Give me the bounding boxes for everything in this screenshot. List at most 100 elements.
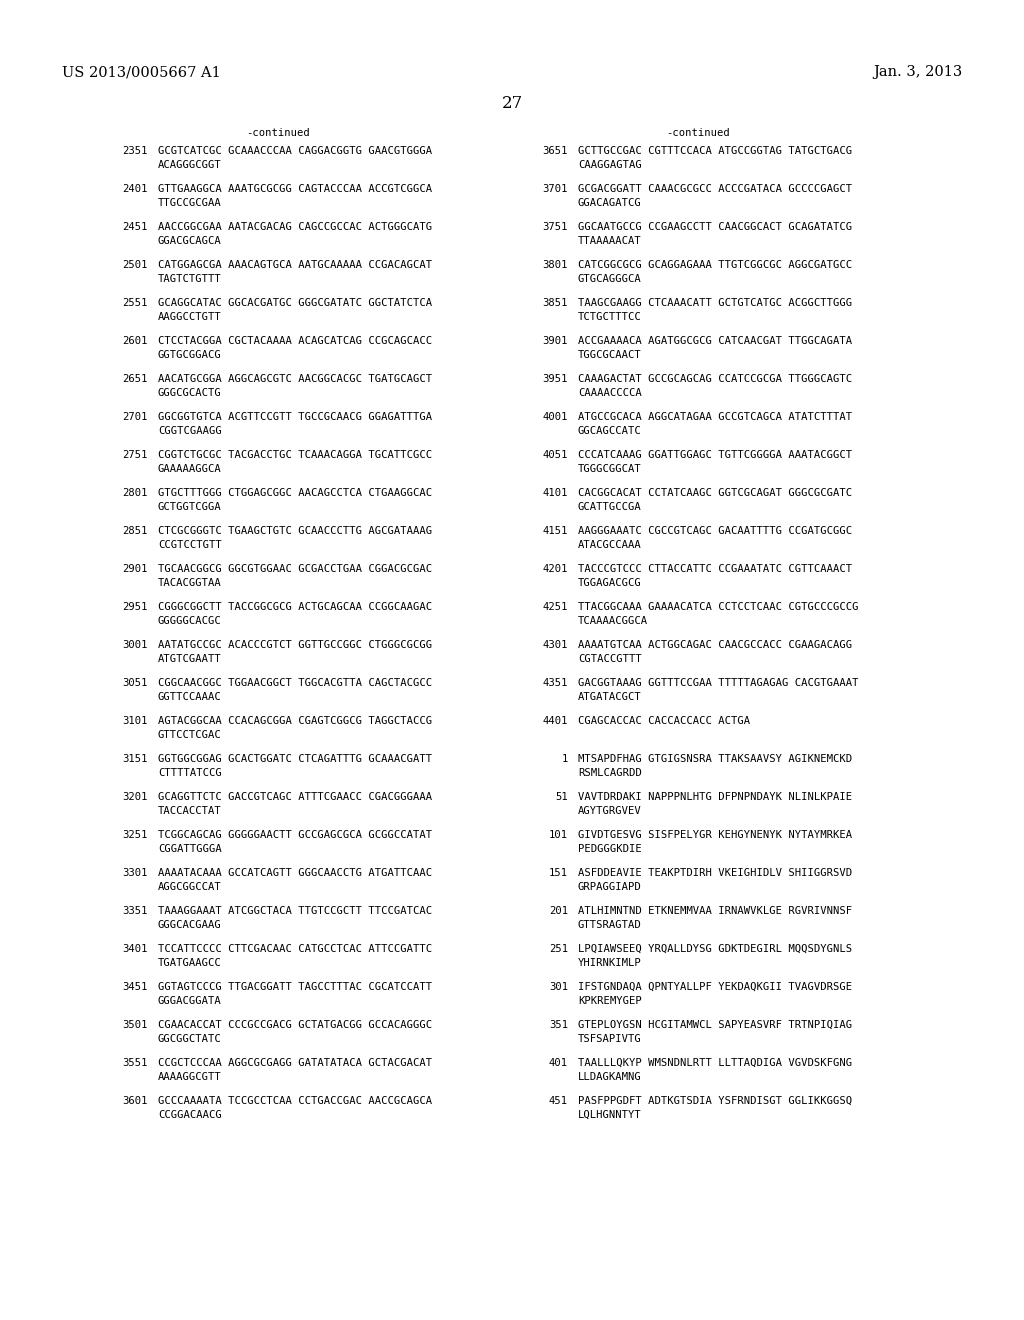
Text: GACGGTAAAG GGTTTCCGAA TTTTTAGAGAG CACGTGAAAT: GACGGTAAAG GGTTTCCGAA TTTTTAGAGAG CACGTG… (578, 678, 858, 688)
Text: 3151: 3151 (123, 754, 148, 764)
Text: TACCCGTCCC CTTACCATTC CCGAAATATC CGTTCAAACT: TACCCGTCCC CTTACCATTC CCGAAATATC CGTTCAA… (578, 564, 852, 574)
Text: AGGCGGCCAT: AGGCGGCCAT (158, 882, 222, 891)
Text: PASFPPGDFT ADTKGTSDIA YSFRNDISGТ GGLIKKGGSQ: PASFPPGDFT ADTKGTSDIA YSFRNDISGТ GGLIKKG… (578, 1096, 852, 1106)
Text: CAAAGACTAT GCCGCAGCAG CCATCCGCGA TTGGGCAGTC: CAAAGACTAT GCCGCAGCAG CCATCCGCGA TTGGGCA… (578, 374, 852, 384)
Text: GCGTCATCGC GCAAACCCAA CAGGACGGTG GAACGTGGGA: GCGTCATCGC GCAAACCCAA CAGGACGGTG GAACGTG… (158, 147, 432, 156)
Text: CGTACCGTTT: CGTACCGTTT (578, 653, 642, 664)
Text: AAAAGGCGTT: AAAAGGCGTT (158, 1072, 222, 1081)
Text: VAVTDRDAKI NAPPPNLHTG DFPNPNDAYK NLINLKPAIE: VAVTDRDAKI NAPPPNLHTG DFPNPNDAYK NLINLKP… (578, 792, 852, 803)
Text: ACAGGGCGGT: ACAGGGCGGT (158, 160, 222, 169)
Text: GTTSRAGTAD: GTTSRAGTAD (578, 920, 642, 929)
Text: 4001: 4001 (543, 412, 568, 422)
Text: ASFDDEAVIE TEAKPTDIRH VKEIGHIDLV SHIIGGRSVD: ASFDDEAVIE TEAKPTDIRH VKEIGHIDLV SHIIGGR… (578, 869, 852, 878)
Text: AATATGCCGC ACACCCGTCT GGTTGCCGGC CTGGGCGCGG: AATATGCCGC ACACCCGTCT GGTTGCCGGC CTGGGCG… (158, 640, 432, 649)
Text: 3351: 3351 (123, 906, 148, 916)
Text: CCGTCCTGTT: CCGTCCTGTT (158, 540, 222, 549)
Text: ATGATACGCT: ATGATACGCT (578, 692, 642, 701)
Text: 2701: 2701 (123, 412, 148, 422)
Text: 51: 51 (555, 792, 568, 803)
Text: 3551: 3551 (123, 1059, 148, 1068)
Text: GTTGAAGGCA AAATGCGCGG CAGTACCCAA ACCGTCGGCA: GTTGAAGGCA AAATGCGCGG CAGTACCCAA ACCGTCG… (158, 183, 432, 194)
Text: 3801: 3801 (543, 260, 568, 271)
Text: TAAAGGAAAT ATCGGCTACA TTGTCCGCTT TTCCGATCAC: TAAAGGAAAT ATCGGCTACA TTGTCCGCTT TTCCGAT… (158, 906, 432, 916)
Text: PEDGGGKDIE: PEDGGGKDIE (578, 843, 642, 854)
Text: 3701: 3701 (543, 183, 568, 194)
Text: 4101: 4101 (543, 488, 568, 498)
Text: 3401: 3401 (123, 944, 148, 954)
Text: 4251: 4251 (543, 602, 568, 612)
Text: 3301: 3301 (123, 869, 148, 878)
Text: CATCGGCGCG GCAGGAGAAA TTGTCGGCGC AGGCGATGCC: CATCGGCGCG GCAGGAGAAA TTGTCGGCGC AGGCGAT… (578, 260, 852, 271)
Text: Jan. 3, 2013: Jan. 3, 2013 (872, 65, 962, 79)
Text: AAGGCCTGTT: AAGGCCTGTT (158, 312, 222, 322)
Text: CTTTTATCCG: CTTTTATCCG (158, 767, 222, 777)
Text: GGTGGCGGAG GCACTGGATC CTCAGATTTG GCAAACGATT: GGTGGCGGAG GCACTGGATC CTCAGATTTG GCAAACG… (158, 754, 432, 764)
Text: GTEPLOYGSN HCGITAMWCL SAPYEASVRF TRTNPIQIAG: GTEPLOYGSN HCGITAMWCL SAPYEASVRF TRTNPIQ… (578, 1020, 852, 1030)
Text: CGGTCTGCGC TACGACCTGC TCAAACAGGA TGCATTCGCC: CGGTCTGCGC TACGACCTGC TCAAACAGGA TGCATTC… (158, 450, 432, 459)
Text: TSFSAPIVTG: TSFSAPIVTG (578, 1034, 642, 1044)
Text: GTGCAGGGCA: GTGCAGGGCA (578, 273, 642, 284)
Text: 3751: 3751 (543, 222, 568, 232)
Text: 2351: 2351 (123, 147, 148, 156)
Text: CAAGGAGTAG: CAAGGAGTAG (578, 160, 642, 169)
Text: GRPAGGIAPD: GRPAGGIAPD (578, 882, 642, 891)
Text: CGAGCACCAC CACCACCACC ACTGA: CGAGCACCAC CACCACCACC ACTGA (578, 715, 751, 726)
Text: 3451: 3451 (123, 982, 148, 993)
Text: TAALLLQKYP WMSNDNLRTT LLTTAQDIGA VGVDSKFGNG: TAALLLQKYP WMSNDNLRTT LLTTAQDIGA VGVDSKF… (578, 1059, 852, 1068)
Text: GGTGCGGACG: GGTGCGGACG (158, 350, 222, 359)
Text: 4201: 4201 (543, 564, 568, 574)
Text: 2851: 2851 (123, 525, 148, 536)
Text: TCTGCTTTCC: TCTGCTTTCC (578, 312, 642, 322)
Text: 4401: 4401 (543, 715, 568, 726)
Text: GGCAGCCATC: GGCAGCCATC (578, 425, 642, 436)
Text: LLDAGKAMNG: LLDAGKAMNG (578, 1072, 642, 1081)
Text: 3651: 3651 (543, 147, 568, 156)
Text: -continued: -continued (667, 128, 730, 139)
Text: MTSAPDFHAG GTGIGSNSRA TTAKSAAVSY AGIKNEMCKD: MTSAPDFHAG GTGIGSNSRA TTAKSAAVSY AGIKNEM… (578, 754, 852, 764)
Text: 451: 451 (549, 1096, 568, 1106)
Text: AACCGGCGAA AATACGACAG CAGCCGCCAC ACTGGGCATG: AACCGGCGAA AATACGACAG CAGCCGCCAC ACTGGGC… (158, 222, 432, 232)
Text: 3501: 3501 (123, 1020, 148, 1030)
Text: 2901: 2901 (123, 564, 148, 574)
Text: TTGCCGCGAA: TTGCCGCGAA (158, 198, 222, 207)
Text: TGGCGCAACT: TGGCGCAACT (578, 350, 642, 359)
Text: 3101: 3101 (123, 715, 148, 726)
Text: CTCCTACGGA CGCTACAAAA ACAGCATCAG CCGCAGCACC: CTCCTACGGA CGCTACAAAA ACAGCATCAG CCGCAGC… (158, 337, 432, 346)
Text: 2451: 2451 (123, 222, 148, 232)
Text: CGAACACCAT CCCGCCGACG GCTATGACGG GCCACAGGGC: CGAACACCAT CCCGCCGACG GCTATGACGG GCCACAG… (158, 1020, 432, 1030)
Text: 101: 101 (549, 830, 568, 840)
Text: RSMLCAGRDD: RSMLCAGRDD (578, 767, 642, 777)
Text: 2951: 2951 (123, 602, 148, 612)
Text: AGYTGRGVEV: AGYTGRGVEV (578, 805, 642, 816)
Text: ATACGCCAAA: ATACGCCAAA (578, 540, 642, 549)
Text: GCTGGTCGGA: GCTGGTCGGA (158, 502, 222, 511)
Text: CATGGAGCGA AAACAGTGCA AATGCAAAAA CCGACAGCAT: CATGGAGCGA AAACAGTGCA AATGCAAAAA CCGACAG… (158, 260, 432, 271)
Text: 4151: 4151 (543, 525, 568, 536)
Text: TCAAAACGGCA: TCAAAACGGCA (578, 615, 648, 626)
Text: IFSTGNDAQA QPNTYALLPF YEKDAQKGII TVAGVDRSGE: IFSTGNDAQA QPNTYALLPF YEKDAQKGII TVAGVDR… (578, 982, 852, 993)
Text: 151: 151 (549, 869, 568, 878)
Text: TGGAGACGCG: TGGAGACGCG (578, 578, 642, 587)
Text: 201: 201 (549, 906, 568, 916)
Text: 351: 351 (549, 1020, 568, 1030)
Text: GGGACGGATA: GGGACGGATA (158, 995, 222, 1006)
Text: 301: 301 (549, 982, 568, 993)
Text: CCGCTCCCAA AGGCGCGAGG GATATATACA GCTACGACAT: CCGCTCCCAA AGGCGCGAGG GATATATACA GCTACGA… (158, 1059, 432, 1068)
Text: US 2013/0005667 A1: US 2013/0005667 A1 (62, 65, 221, 79)
Text: TGGGCGGCAT: TGGGCGGCAT (578, 463, 642, 474)
Text: CGGCAACGGC TGGAACGGCT TGGCACGTTA CAGCTACGCC: CGGCAACGGC TGGAACGGCT TGGCACGTTA CAGCTAC… (158, 678, 432, 688)
Text: TGCAACGGCG GGCGTGGAAC GCGACCTGAA CGGACGCGAC: TGCAACGGCG GGCGTGGAAC GCGACCTGAA CGGACGC… (158, 564, 432, 574)
Text: 2501: 2501 (123, 260, 148, 271)
Text: 3251: 3251 (123, 830, 148, 840)
Text: GGGCGCACTG: GGGCGCACTG (158, 388, 222, 397)
Text: 401: 401 (549, 1059, 568, 1068)
Text: 27: 27 (502, 95, 522, 112)
Text: CACGGCACAT CCTATCAAGC GGTCGCAGAT GGGCGCGATC: CACGGCACAT CCTATCAAGC GGTCGCAGAT GGGCGCG… (578, 488, 852, 498)
Text: LPQIAWSEEQ YRQALLDYSG GDKTDEGIRL MQQSDYGNLS: LPQIAWSEEQ YRQALLDYSG GDKTDEGIRL MQQSDYG… (578, 944, 852, 954)
Text: GGGCACGAAG: GGGCACGAAG (158, 920, 222, 929)
Text: 4351: 4351 (543, 678, 568, 688)
Text: 3051: 3051 (123, 678, 148, 688)
Text: GCCCAAAATA TCCGCCTCAA CCTGACCGAC AACCGCAGCA: GCCCAAAATA TCCGCCTCAA CCTGACCGAC AACCGCA… (158, 1096, 432, 1106)
Text: GGCGGCTATC: GGCGGCTATC (158, 1034, 222, 1044)
Text: TAGTCTGTTT: TAGTCTGTTT (158, 273, 222, 284)
